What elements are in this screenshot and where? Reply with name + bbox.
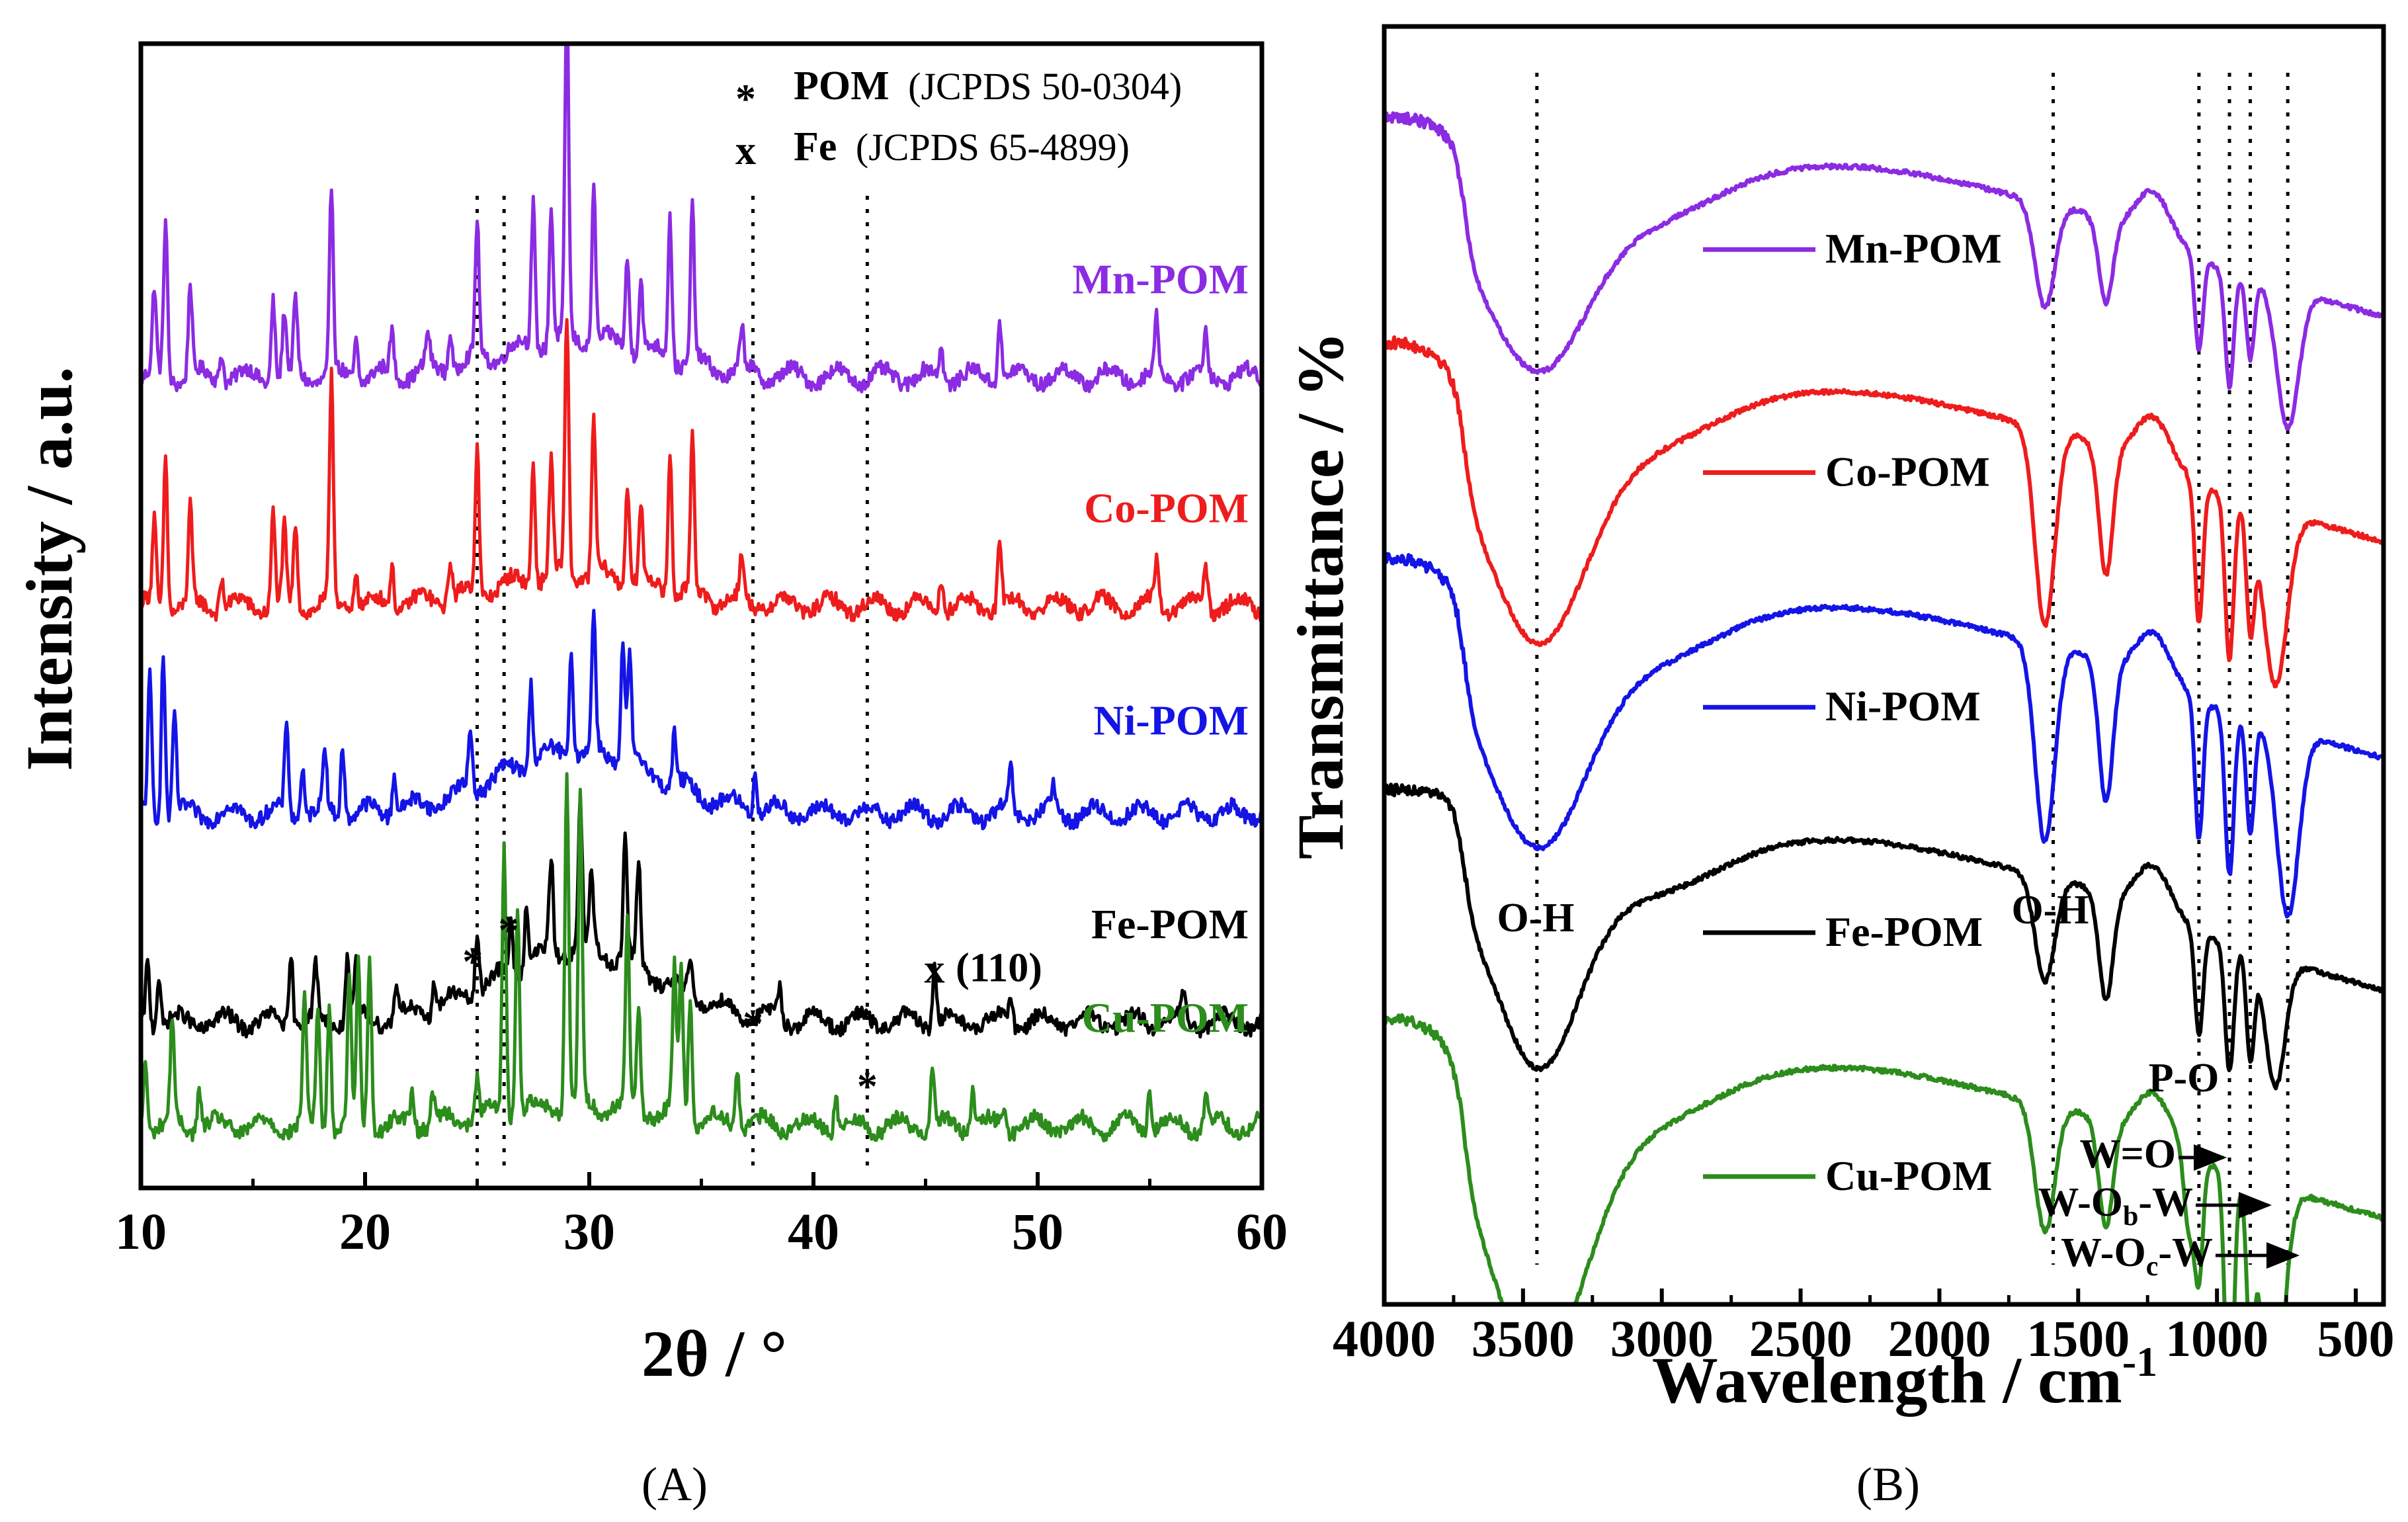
legend-pom-symbol: * [735, 77, 756, 122]
band-label-wob-post: -W [2138, 1180, 2193, 1225]
legend-fe-text: Fe (JCPDS 65-4899) [794, 124, 1130, 169]
band-label-woc: W-Oc-W [2061, 1230, 2213, 1282]
panel-b-x-tick-label: 500 [2317, 1310, 2395, 1367]
ftir-line-co-pom [1384, 335, 2384, 689]
band-label-woc-post: -W [2158, 1230, 2213, 1275]
panel-b-clipped [1384, 73, 2384, 1304]
legend-fe-bold: Fe [794, 124, 837, 169]
panel-a-series-labels: Mn-POM Co-POM Ni-POM Fe-POM Cu-POM [1072, 255, 1249, 1041]
panel-b-x-tick-label: 3000 [1610, 1310, 1714, 1367]
ftir-line-fe-pom [1384, 782, 2384, 1091]
pom-star-marker: * [743, 1002, 763, 1047]
band-label-woc-pre: W-O [2061, 1230, 2146, 1275]
panel-b-legend: Mn-POM Co-POM Ni-POM Fe-POM Cu-POM [1703, 225, 2002, 1199]
band-label-po: P-O [2149, 1056, 2220, 1101]
panel-a-x-ticks: 10 20 30 40 50 60 [115, 1172, 1288, 1260]
panel-a-x-tick-label: 50 [1012, 1203, 1063, 1260]
series-label-co-pom: Co-POM [1084, 484, 1249, 531]
panel-b-band-labels: O-H O-H P-O W=O W-Ob-W W-Oc-W [1497, 888, 2300, 1282]
panel-b-x-tick-label: 2000 [1888, 1310, 1991, 1367]
panel-b-x-ticks: 4000 3500 3000 2500 2000 1500 1000 500 [1333, 1289, 2395, 1367]
band-label-wo: W=O [2079, 1132, 2176, 1177]
ftir-line-cu-pom [1384, 1013, 2384, 1304]
series-label-ni-pom: Ni-POM [1093, 697, 1249, 743]
series-line-ni-pom [141, 609, 1262, 831]
legend-pom-bold: POM [794, 63, 890, 108]
panel-a-x-tick-label: 60 [1236, 1203, 1288, 1260]
panel-a-caption: (A) [642, 1458, 708, 1511]
panel-a-x-axis-title: 2θ / ° [642, 1317, 787, 1390]
ftir-line-mn-pom [1384, 111, 2384, 431]
legend-label-co-pom: Co-POM [1825, 448, 1990, 495]
legend-label-cu-pom: Cu-POM [1825, 1152, 1992, 1199]
panel-a-x-tick-label: 10 [115, 1203, 167, 1260]
legend-label-ni-pom: Ni-POM [1825, 683, 1981, 730]
panel-a-x-tick-label: 20 [339, 1203, 391, 1260]
panel-a: 10 20 30 40 50 60 ****x (110) Mn-POMCo-POMNi-P… [13, 41, 1288, 1511]
series-line-cu-pom [141, 772, 1262, 1143]
panel-b-x-tick-label: 1500 [2026, 1310, 2130, 1367]
panel-a-clipped [141, 44, 1262, 1168]
band-label-woc-sub: c [2146, 1251, 2159, 1282]
ftir-line-ni-pom [1384, 552, 2384, 919]
panel-a-series [141, 44, 1262, 1143]
fe-plane-label: (110) [956, 946, 1042, 991]
band-label-oh-left: O-H [1497, 896, 1574, 941]
panel-b-x-tick-label: 2500 [1749, 1310, 1852, 1367]
legend-label-fe-pom: Fe-POM [1825, 908, 1983, 955]
band-label-wob-sub: b [2123, 1201, 2138, 1232]
panel-b-x-tick-label: 1000 [2165, 1310, 2268, 1367]
legend-pom-ref: (JCPDS 50-0304) [908, 65, 1182, 108]
panel-a-x-tick-label: 30 [563, 1203, 615, 1260]
pom-star-marker: * [857, 1064, 878, 1109]
panel-b-frame [1382, 24, 2386, 1307]
band-label-oh-right: O-H [2011, 888, 2089, 933]
series-label-cu-pom: Cu-POM [1082, 994, 1249, 1041]
panel-b-y-axis-title: Transmittance / % [1284, 331, 1357, 859]
panel-b: 4000 3500 3000 2500 2000 1500 1000 500 Mn-POM Co… [1284, 24, 2395, 1511]
panel-b-caption: (B) [1856, 1458, 1920, 1511]
panel-b-x-axis-title-sup: -1 [2122, 1338, 2157, 1385]
series-line-co-pom [141, 317, 1262, 623]
band-label-wob-pre: W-O [2038, 1180, 2123, 1225]
panel-b-series [1384, 111, 2384, 1304]
panel-b-x-tick-label: 4000 [1333, 1310, 1436, 1367]
legend-fe-symbol: x [735, 128, 756, 173]
series-label-fe-pom: Fe-POM [1091, 901, 1249, 948]
legend-pom-text: POM (JCPDS 50-0304) [794, 63, 1182, 108]
panel-b-x-axis-title: Wavelength / cm-1 [1652, 1338, 2157, 1417]
panel-a-x-tick-label: 40 [788, 1203, 839, 1260]
pom-star-marker: * [498, 908, 519, 953]
panel-a-markers: * * * * x (110) [462, 908, 1042, 1109]
band-label-wob: W-Ob-W [2038, 1180, 2193, 1232]
fe-cross-marker: x [925, 947, 945, 992]
series-label-mn-pom: Mn-POM [1072, 255, 1249, 302]
legend-label-mn-pom: Mn-POM [1825, 225, 2002, 272]
panel-b-x-axis-title-main: Wavelength / cm [1652, 1343, 2122, 1417]
legend-fe-ref: (JCPDS 65-4899) [856, 126, 1130, 169]
series-line-mn-pom [141, 44, 1262, 394]
panel-a-y-axis-title: Intensity / a.u. [13, 366, 86, 771]
pom-star-marker: * [462, 939, 483, 984]
panel-b-x-tick-label: 3500 [1472, 1310, 1575, 1367]
panel-a-legend: * POM (JCPDS 50-0304) x Fe (JCPDS 65-489… [735, 63, 1182, 173]
